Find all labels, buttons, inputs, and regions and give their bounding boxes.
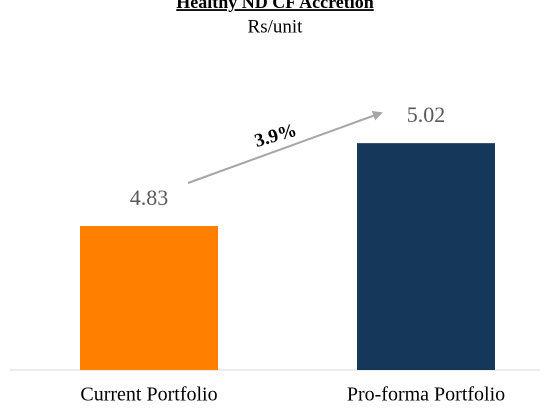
x-tick-label: Pro-forma Portfolio (347, 384, 505, 406)
chart-title: Healthy ND CF Accretion (176, 0, 373, 12)
bar (80, 226, 218, 370)
bar (357, 143, 495, 370)
chart-subtitle: Rs/unit (248, 16, 304, 37)
growth-arrow (187, 111, 383, 184)
x-tick-label: Current Portfolio (80, 384, 217, 406)
growth-label: 3.9% (252, 120, 299, 152)
value-label: 4.83 (130, 185, 169, 210)
value-label: 5.02 (407, 102, 446, 127)
